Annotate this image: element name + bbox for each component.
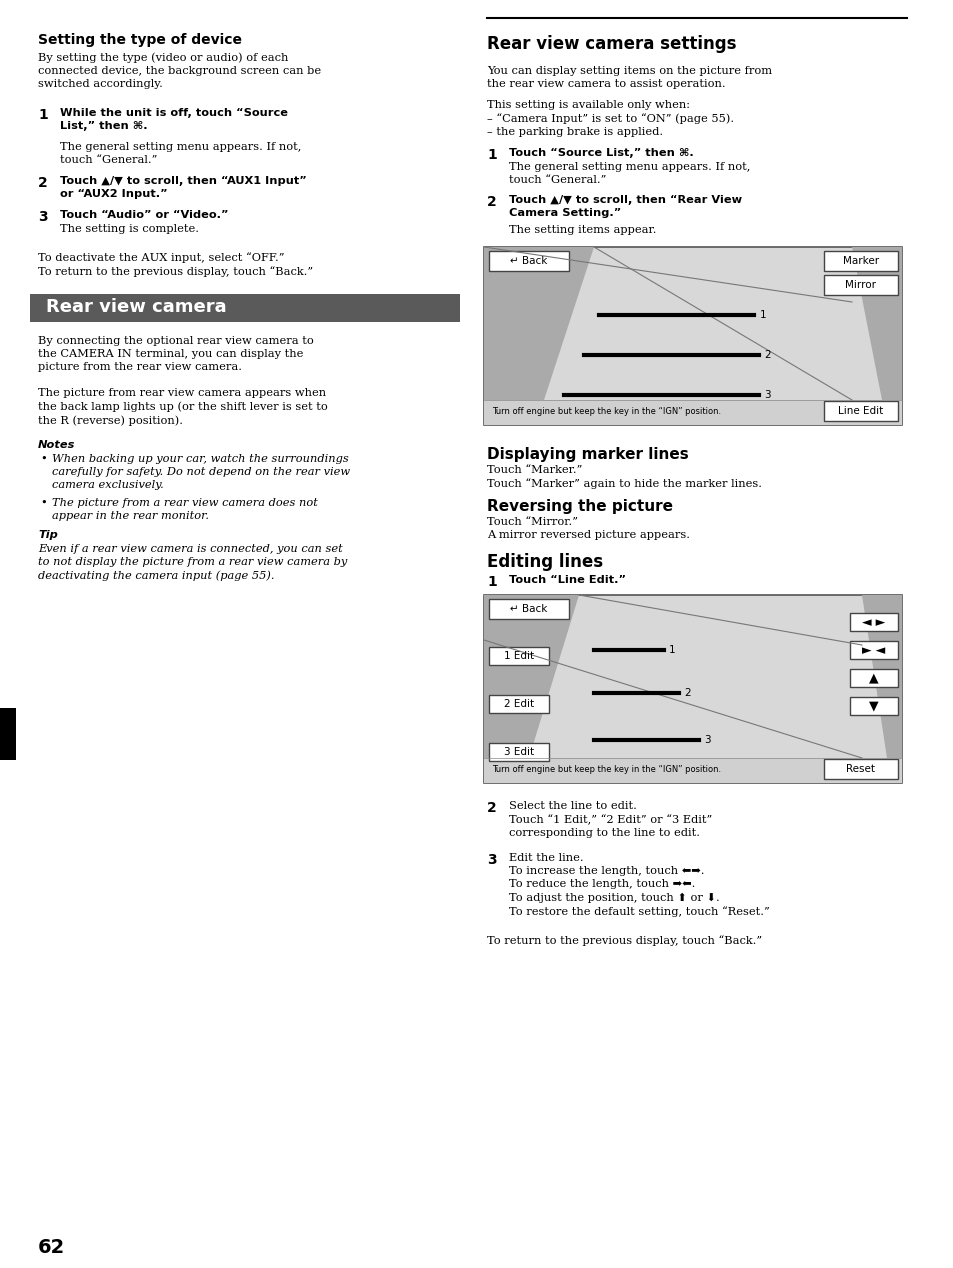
FancyBboxPatch shape bbox=[489, 695, 548, 713]
Text: ↵ Back: ↵ Back bbox=[510, 256, 547, 266]
Bar bbox=[483, 399, 901, 425]
Text: 3: 3 bbox=[38, 210, 48, 224]
Text: •: • bbox=[40, 454, 47, 464]
Text: Rear view camera settings: Rear view camera settings bbox=[486, 36, 736, 53]
Text: 2: 2 bbox=[486, 801, 497, 815]
Text: The picture from rear view camera appears when
the back lamp lights up (or the s: The picture from rear view camera appear… bbox=[38, 388, 328, 426]
Bar bbox=[30, 294, 459, 322]
Text: The general setting menu appears. If not,
touch “General.”: The general setting menu appears. If not… bbox=[60, 142, 301, 165]
Text: 1: 1 bbox=[486, 148, 497, 162]
Text: ▲: ▲ bbox=[868, 672, 878, 685]
Text: You can display setting items on the picture from
the rear view camera to assist: You can display setting items on the pic… bbox=[486, 66, 771, 89]
Text: By setting the type (video or audio) of each
connected device, the background sc: By setting the type (video or audio) of … bbox=[38, 52, 321, 89]
FancyBboxPatch shape bbox=[849, 697, 897, 715]
Text: Turn off engine but keep the key in the “IGN” position.: Turn off engine but keep the key in the … bbox=[492, 765, 720, 773]
Polygon shape bbox=[483, 247, 594, 399]
Text: The setting items appear.: The setting items appear. bbox=[509, 224, 656, 235]
FancyBboxPatch shape bbox=[489, 743, 548, 761]
Text: 1: 1 bbox=[668, 645, 675, 656]
Text: 3: 3 bbox=[486, 853, 497, 867]
FancyBboxPatch shape bbox=[823, 401, 897, 421]
Text: The picture from a rear view camera does not
appear in the rear monitor.: The picture from a rear view camera does… bbox=[52, 498, 317, 521]
Text: Editing lines: Editing lines bbox=[486, 553, 602, 571]
Bar bbox=[483, 247, 901, 425]
Text: ► ◄: ► ◄ bbox=[862, 643, 884, 657]
Text: Edit the line.
To increase the length, touch ⬅➡.
To reduce the length, touch ➡⬅.: Edit the line. To increase the length, t… bbox=[509, 853, 769, 917]
Text: 3: 3 bbox=[763, 391, 770, 399]
FancyBboxPatch shape bbox=[849, 642, 897, 659]
Text: 2: 2 bbox=[486, 195, 497, 209]
Text: Touch ▲/▼ to scroll, then “AUX1 Input”
or “AUX2 Input.”: Touch ▲/▼ to scroll, then “AUX1 Input” o… bbox=[60, 176, 307, 199]
FancyBboxPatch shape bbox=[823, 760, 897, 779]
FancyBboxPatch shape bbox=[849, 612, 897, 631]
Text: Displaying marker lines: Displaying marker lines bbox=[486, 448, 688, 462]
Text: To deactivate the AUX input, select “OFF.”
To return to the previous display, to: To deactivate the AUX input, select “OFF… bbox=[38, 252, 313, 278]
Text: Touch “Marker.”
Touch “Marker” again to hide the marker lines.: Touch “Marker.” Touch “Marker” again to … bbox=[486, 465, 761, 489]
Polygon shape bbox=[483, 595, 578, 758]
Text: 3 Edit: 3 Edit bbox=[503, 747, 534, 757]
Text: Reset: Reset bbox=[845, 765, 875, 773]
Text: 1: 1 bbox=[486, 574, 497, 590]
Text: 2: 2 bbox=[683, 689, 690, 697]
Text: Line Edit: Line Edit bbox=[838, 406, 882, 416]
Polygon shape bbox=[862, 595, 901, 758]
Text: Tip: Tip bbox=[38, 530, 58, 540]
Text: To return to the previous display, touch “Back.”: To return to the previous display, touch… bbox=[486, 935, 761, 946]
Text: ◄ ►: ◄ ► bbox=[862, 615, 884, 629]
Text: By connecting the optional rear view camera to
the CAMERA IN terminal, you can d: By connecting the optional rear view cam… bbox=[38, 336, 314, 373]
Text: 2: 2 bbox=[763, 350, 770, 360]
Text: Touch “Line Edit.”: Touch “Line Edit.” bbox=[509, 574, 625, 585]
Bar bbox=[483, 758, 901, 784]
Text: Marker: Marker bbox=[842, 256, 878, 266]
Text: Notes: Notes bbox=[38, 440, 75, 450]
FancyBboxPatch shape bbox=[489, 251, 568, 271]
Text: When backing up your car, watch the surroundings
carefully for safety. Do not de: When backing up your car, watch the surr… bbox=[52, 454, 350, 491]
Text: While the unit is off, touch “Source
List,” then ⌘.: While the unit is off, touch “Source Lis… bbox=[60, 108, 288, 131]
Text: Select the line to edit.
Touch “1 Edit,” “2 Edit” or “3 Edit”
corresponding to t: Select the line to edit. Touch “1 Edit,”… bbox=[509, 801, 712, 838]
Text: Touch “Mirror.”
A mirror reversed picture appears.: Touch “Mirror.” A mirror reversed pictur… bbox=[486, 517, 689, 540]
FancyBboxPatch shape bbox=[823, 251, 897, 271]
Text: 2 Edit: 2 Edit bbox=[503, 699, 534, 709]
FancyBboxPatch shape bbox=[849, 670, 897, 687]
Text: 62: 62 bbox=[38, 1238, 65, 1257]
Text: Turn off engine but keep the key in the “IGN” position.: Turn off engine but keep the key in the … bbox=[492, 407, 720, 416]
Text: •: • bbox=[40, 498, 47, 508]
Text: This setting is available only when:
– “Camera Input” is set to “ON” (page 55).
: This setting is available only when: – “… bbox=[486, 100, 734, 137]
Text: Reversing the picture: Reversing the picture bbox=[486, 500, 672, 514]
Text: Touch ▲/▼ to scroll, then “Rear View
Camera Setting.”: Touch ▲/▼ to scroll, then “Rear View Cam… bbox=[509, 195, 741, 218]
Text: Touch “Source List,” then ⌘.: Touch “Source List,” then ⌘. bbox=[509, 148, 693, 158]
Text: Setting the type of device: Setting the type of device bbox=[38, 33, 242, 47]
FancyBboxPatch shape bbox=[489, 598, 568, 619]
Text: Rear view camera: Rear view camera bbox=[46, 298, 227, 316]
Text: ▼: ▼ bbox=[868, 700, 878, 713]
Text: 2: 2 bbox=[38, 176, 48, 190]
FancyBboxPatch shape bbox=[823, 275, 897, 295]
Text: Even if a rear view camera is connected, you can set
to not display the picture : Even if a rear view camera is connected,… bbox=[38, 544, 347, 581]
Bar bbox=[483, 595, 901, 784]
Polygon shape bbox=[851, 247, 901, 399]
Text: ↵ Back: ↵ Back bbox=[510, 604, 547, 614]
Text: The setting is complete.: The setting is complete. bbox=[60, 224, 199, 235]
Bar bbox=[0, 708, 16, 760]
Text: Mirror: Mirror bbox=[844, 280, 876, 290]
Text: 1 Edit: 1 Edit bbox=[503, 650, 534, 661]
Text: 3: 3 bbox=[703, 735, 710, 746]
Text: Touch “Audio” or “Video.”: Touch “Audio” or “Video.” bbox=[60, 210, 229, 221]
Text: 1: 1 bbox=[760, 309, 766, 320]
FancyBboxPatch shape bbox=[489, 647, 548, 664]
Text: The general setting menu appears. If not,
touch “General.”: The general setting menu appears. If not… bbox=[509, 162, 750, 185]
Text: 1: 1 bbox=[38, 108, 48, 122]
